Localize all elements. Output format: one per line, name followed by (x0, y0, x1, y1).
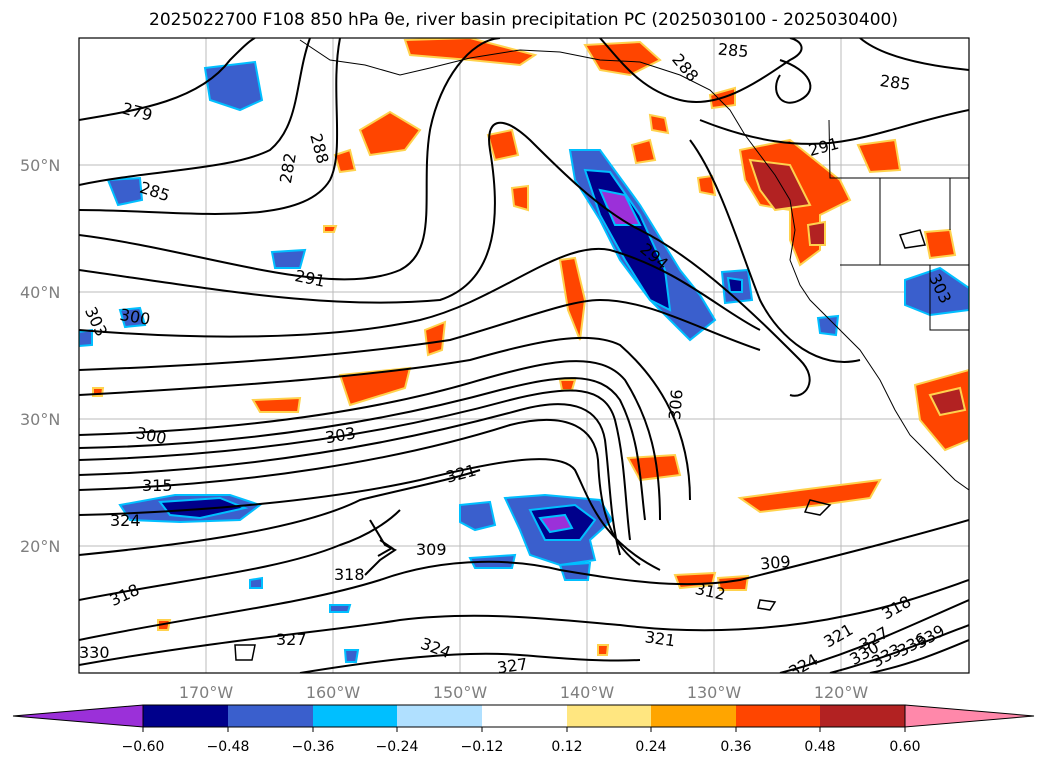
theta-e-contours (79, 38, 969, 673)
svg-text:324: 324 (110, 511, 141, 530)
svg-text:318: 318 (334, 565, 365, 584)
colorbar: −0.60 −0.48 −0.36 −0.24 −0.12 0.12 0.24 … (12, 704, 1035, 755)
colorbar-extend-high (904, 704, 1035, 728)
colorbar-segment (820, 705, 905, 727)
colorbar-segment (313, 705, 397, 727)
colorbar-tick-label: 0.24 (635, 739, 666, 755)
lon-label: 170°W (179, 683, 234, 702)
page-title: 2025022700 F108 850 hPa θe, river basin … (149, 10, 898, 30)
colorbar-segment (482, 705, 567, 727)
svg-text:327: 327 (496, 654, 529, 677)
latitude-labels: 50°N 40°N 30°N 20°N (20, 156, 60, 556)
precip-negative-areas (79, 60, 969, 663)
colorbar-segment (651, 705, 736, 727)
contour-fragments (234, 229, 926, 661)
colorbar-segment (143, 705, 228, 727)
colorbar-ticks (142, 727, 906, 732)
svg-text:285: 285 (879, 71, 912, 94)
lat-label: 40°N (20, 283, 60, 302)
colorbar-tick-label: 0.48 (804, 739, 835, 755)
svg-text:330: 330 (79, 643, 110, 662)
lon-label: 140°W (560, 683, 615, 702)
colorbar-segment (736, 705, 820, 727)
colorbar-tick-label: −0.12 (461, 739, 504, 755)
svg-text:309: 309 (759, 552, 791, 574)
map-frame (78, 37, 970, 674)
colorbar-segment (567, 705, 651, 727)
colorbar-segment (397, 705, 482, 727)
svg-text:327: 327 (276, 630, 307, 649)
colorbar-tick-label: 0.12 (551, 739, 582, 755)
coastlines (299, 39, 969, 491)
lon-label: 120°W (814, 683, 869, 702)
svg-text:306: 306 (665, 389, 687, 421)
colorbar-segment (228, 705, 313, 727)
lat-label: 20°N (20, 537, 60, 556)
colorbar-tick-label: −0.24 (376, 739, 419, 755)
longitude-labels: 170°W 160°W 150°W 140°W 130°W 120°W (179, 683, 869, 702)
svg-text:321: 321 (644, 627, 677, 650)
colorbar-tick-label: −0.48 (207, 739, 250, 755)
colorbar-tick-label: 0.60 (889, 739, 920, 755)
svg-text:309: 309 (416, 540, 447, 559)
svg-text:285: 285 (717, 40, 749, 62)
colorbar-extend-low (12, 704, 144, 728)
svg-text:315: 315 (142, 476, 173, 495)
lat-label: 30°N (20, 410, 60, 429)
lon-label: 160°W (306, 683, 361, 702)
lon-label: 150°W (433, 683, 488, 702)
lon-label: 130°W (687, 683, 742, 702)
colorbar-tick-label: −0.60 (122, 739, 165, 755)
colorbar-tick-label: 0.36 (720, 739, 751, 755)
lat-label: 50°N (20, 156, 60, 175)
colorbar-tick-label: −0.36 (292, 739, 335, 755)
